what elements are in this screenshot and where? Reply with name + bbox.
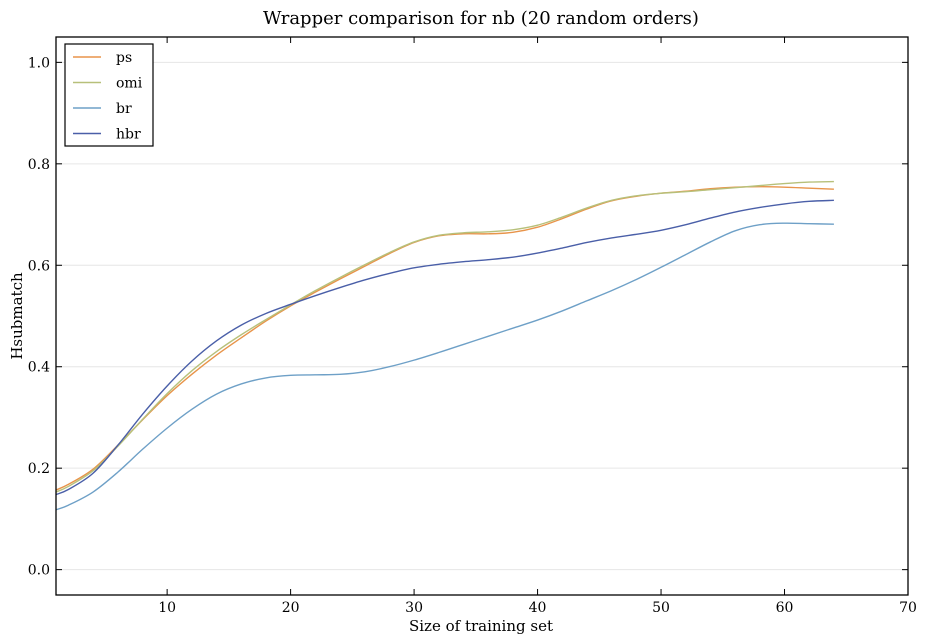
x-tick-label-2: 30 bbox=[405, 600, 423, 616]
y-tick-label-3: 0.6 bbox=[28, 258, 50, 274]
legend: ps omi br hbr bbox=[64, 43, 154, 147]
legend-label-br: br bbox=[116, 101, 132, 117]
y-tick-label-1: 0.2 bbox=[28, 461, 50, 477]
x-axis-label: Size of training set bbox=[409, 617, 553, 635]
legend-label-omi: omi bbox=[116, 76, 143, 92]
chart-title: Wrapper comparison for nb (20 random ord… bbox=[263, 8, 699, 29]
x-axis: 10 20 30 40 50 60 70 bbox=[158, 37, 917, 616]
x-tick-label-6: 70 bbox=[899, 600, 917, 616]
y-axis-label: Hsubmatch bbox=[8, 272, 26, 360]
plot-frame bbox=[55, 36, 909, 596]
series-line-hbr bbox=[55, 199, 834, 496]
legend-box bbox=[64, 43, 154, 147]
y-tick-label-2: 0.4 bbox=[28, 360, 50, 376]
series-line-br bbox=[55, 222, 834, 511]
x-tick-label-4: 50 bbox=[652, 600, 670, 616]
y-tick-label-5: 1.0 bbox=[28, 55, 50, 71]
y-tick-label-4: 0.8 bbox=[28, 157, 50, 173]
y-axis: 0.0 0.2 0.4 0.6 0.8 1.0 bbox=[28, 55, 908, 579]
legend-label-hbr: hbr bbox=[116, 127, 141, 143]
y-tick-label-0: 0.0 bbox=[28, 563, 50, 579]
x-tick-label-0: 10 bbox=[158, 600, 176, 616]
x-tick-label-1: 20 bbox=[282, 600, 300, 616]
legend-label-ps: ps bbox=[116, 50, 132, 66]
series-line-omi bbox=[55, 180, 834, 493]
series-lines bbox=[55, 180, 834, 511]
x-tick-label-3: 40 bbox=[529, 600, 547, 616]
series-line-ps bbox=[55, 185, 834, 491]
gridlines bbox=[56, 61, 908, 571]
x-tick-label-5: 60 bbox=[776, 600, 794, 616]
